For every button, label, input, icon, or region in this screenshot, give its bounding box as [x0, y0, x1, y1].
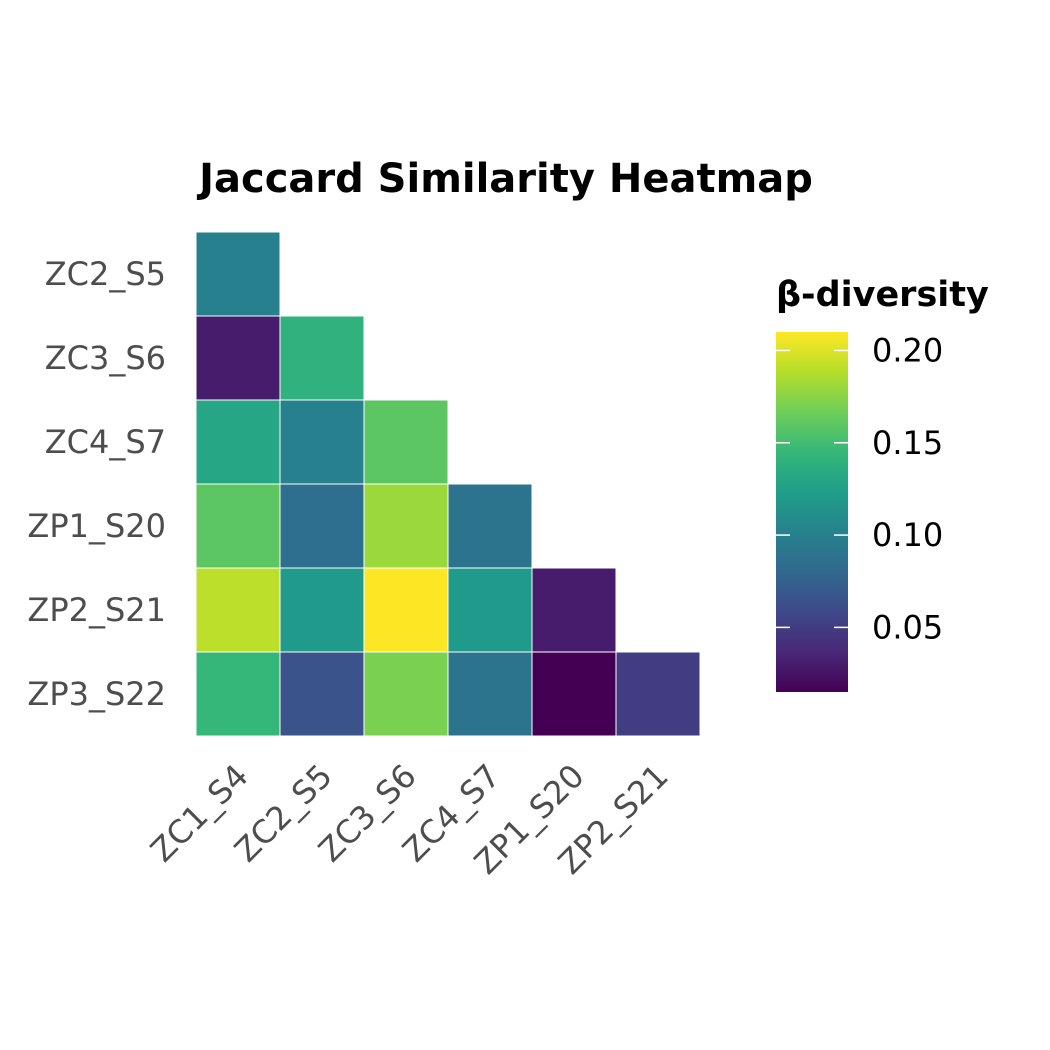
heatmap-cell-ZC3_S6-ZC4_S7	[363, 399, 449, 485]
legend-tick-label: 0.05	[872, 608, 943, 646]
heatmap-cell-ZC4_S7-ZP1_S20	[447, 483, 533, 569]
heatmap-cell-ZP1_S20-ZP2_S21	[531, 567, 617, 653]
y-axis-tick-labels: ZC2_S5 ZC3_S6 ZC4_S7 ZP1_S20 ZP2_S21 ZP3_S22	[27, 255, 166, 713]
heatmap-cell-ZC3_S6-ZP2_S21	[363, 567, 449, 653]
heatmap-cell-ZC2_S5-ZC3_S6	[279, 315, 365, 401]
legend-tick-label: 0.15	[872, 424, 943, 462]
legend-tick-label: 0.20	[872, 331, 943, 369]
chart-title: Jaccard Similarity Heatmap	[196, 156, 813, 202]
legend-ticks: 0.05 0.10 0.15 0.20	[776, 331, 943, 646]
heatmap-cell-ZP2_S21-ZP3_S22	[615, 651, 701, 737]
heatmap-cell-ZC2_S5-ZP3_S22	[279, 651, 365, 737]
heatmap-cell-ZC2_S5-ZC4_S7	[279, 399, 365, 485]
y-tick-label: ZP2_S21	[27, 591, 166, 629]
color-legend: β-diversity 0.05 0.10 0.15 0.20	[776, 275, 989, 692]
legend-tick-label: 0.10	[872, 516, 943, 554]
heatmap-cells	[195, 231, 701, 737]
y-tick-label: ZC4_S7	[45, 423, 166, 461]
heatmap-cell-ZC1_S4-ZC4_S7	[195, 399, 281, 485]
heatmap-cell-ZC1_S4-ZC2_S5	[195, 231, 281, 317]
heatmap-cell-ZC4_S7-ZP2_S21	[447, 567, 533, 653]
y-tick-label: ZP1_S20	[27, 507, 166, 545]
legend-color-bar	[776, 332, 848, 692]
y-tick-label: ZC2_S5	[45, 255, 166, 293]
heatmap-cell-ZC2_S5-ZP1_S20	[279, 483, 365, 569]
legend-title: β-diversity	[776, 275, 989, 315]
heatmap-cell-ZC2_S5-ZP2_S21	[279, 567, 365, 653]
y-tick-label: ZC3_S6	[45, 339, 166, 377]
heatmap-cell-ZC3_S6-ZP1_S20	[363, 483, 449, 569]
heatmap-cell-ZC3_S6-ZP3_S22	[363, 651, 449, 737]
heatmap-cell-ZC4_S7-ZP3_S22	[447, 651, 533, 737]
heatmap-cell-ZP1_S20-ZP3_S22	[531, 651, 617, 737]
heatmap-cell-ZC1_S4-ZP1_S20	[195, 483, 281, 569]
heatmap-cell-ZC1_S4-ZC3_S6	[195, 315, 281, 401]
heatmap-cell-ZC1_S4-ZP2_S21	[195, 567, 281, 653]
y-tick-label: ZP3_S22	[27, 675, 166, 713]
heatmap-cell-ZC1_S4-ZP3_S22	[195, 651, 281, 737]
